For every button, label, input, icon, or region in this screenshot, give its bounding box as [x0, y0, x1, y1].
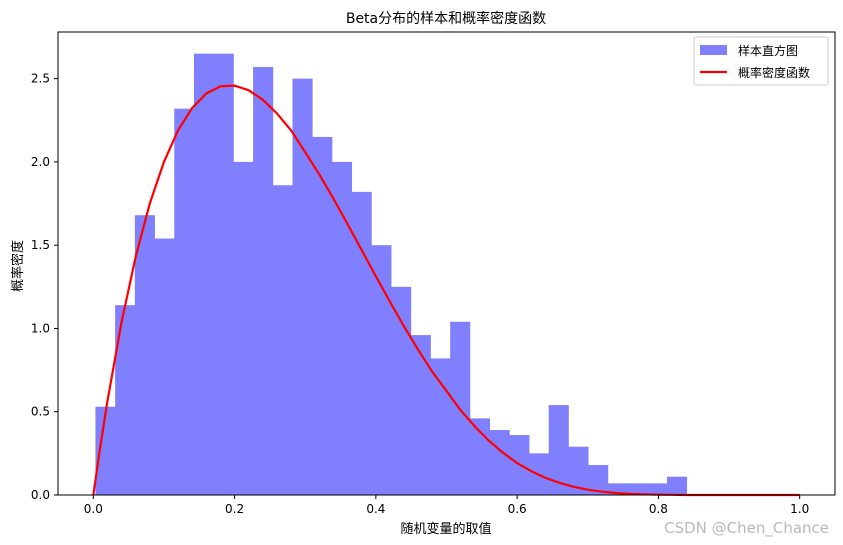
histogram-bar [233, 161, 254, 495]
histogram-bar [430, 358, 451, 495]
legend: 样本直方图 概率密度函数 [693, 36, 829, 86]
legend-pdf-label: 概率密度函数 [738, 65, 810, 80]
histogram-bar [331, 161, 353, 495]
histogram-bar [371, 245, 392, 495]
histogram-bar [213, 53, 234, 496]
histogram-bar [272, 185, 293, 495]
x-axis-label: 随机变量的取值 [400, 521, 491, 537]
histogram-bar [548, 405, 569, 495]
histogram-bar [588, 465, 609, 495]
y-axis-label: 概率密度 [10, 240, 26, 292]
histogram-bar [115, 305, 136, 495]
histogram-bar [193, 53, 215, 496]
histogram-bar [410, 335, 431, 495]
histogram-bar [253, 66, 274, 495]
histogram-bar [391, 286, 412, 495]
y-tick-label: 0.0 [31, 488, 50, 502]
x-tick-label: 0.4 [366, 502, 385, 516]
y-tick-label: 1.5 [31, 238, 50, 252]
histogram-bar [627, 483, 648, 495]
y-tick-label: 0.5 [31, 405, 50, 419]
histogram-bar [489, 430, 510, 495]
histogram-bar [666, 476, 688, 495]
histogram-bar [134, 215, 155, 496]
histogram-bar [292, 78, 313, 496]
x-tick-label: 0.6 [508, 502, 527, 516]
x-tick-label: 0.0 [84, 502, 103, 516]
histogram-bar [174, 108, 195, 495]
chart-title: Beta分布的样本和概率密度函数 [346, 10, 546, 27]
histogram-bar [154, 238, 175, 495]
x-tick-label: 1.0 [790, 502, 809, 516]
histogram-bar [312, 136, 333, 496]
histogram-bar [469, 418, 490, 495]
x-tick-label: 0.2 [225, 502, 244, 516]
histogram-bar [607, 483, 628, 495]
histogram-bar [568, 446, 589, 495]
y-tick-label: 2.0 [31, 155, 50, 169]
y-tick-label: 1.0 [31, 321, 50, 335]
axes: 0.0 0.2 0.4 0.6 0.8 1.0 0.0 0.5 1.0 1.5 2.0 2.5 [31, 31, 836, 516]
histogram-bar [351, 191, 372, 495]
x-tick-label: 0.8 [649, 502, 668, 516]
histogram-bar [95, 406, 116, 495]
plot-frame [57, 31, 836, 496]
histogram-bars [95, 53, 688, 496]
legend-box [693, 36, 829, 86]
y-tick-label: 2.5 [31, 72, 50, 86]
legend-histogram-label: 样本直方图 [738, 43, 798, 58]
histogram-bar [647, 483, 668, 495]
legend-histogram-swatch [700, 45, 727, 55]
watermark: CSDN @Chen_Chance [664, 519, 829, 537]
